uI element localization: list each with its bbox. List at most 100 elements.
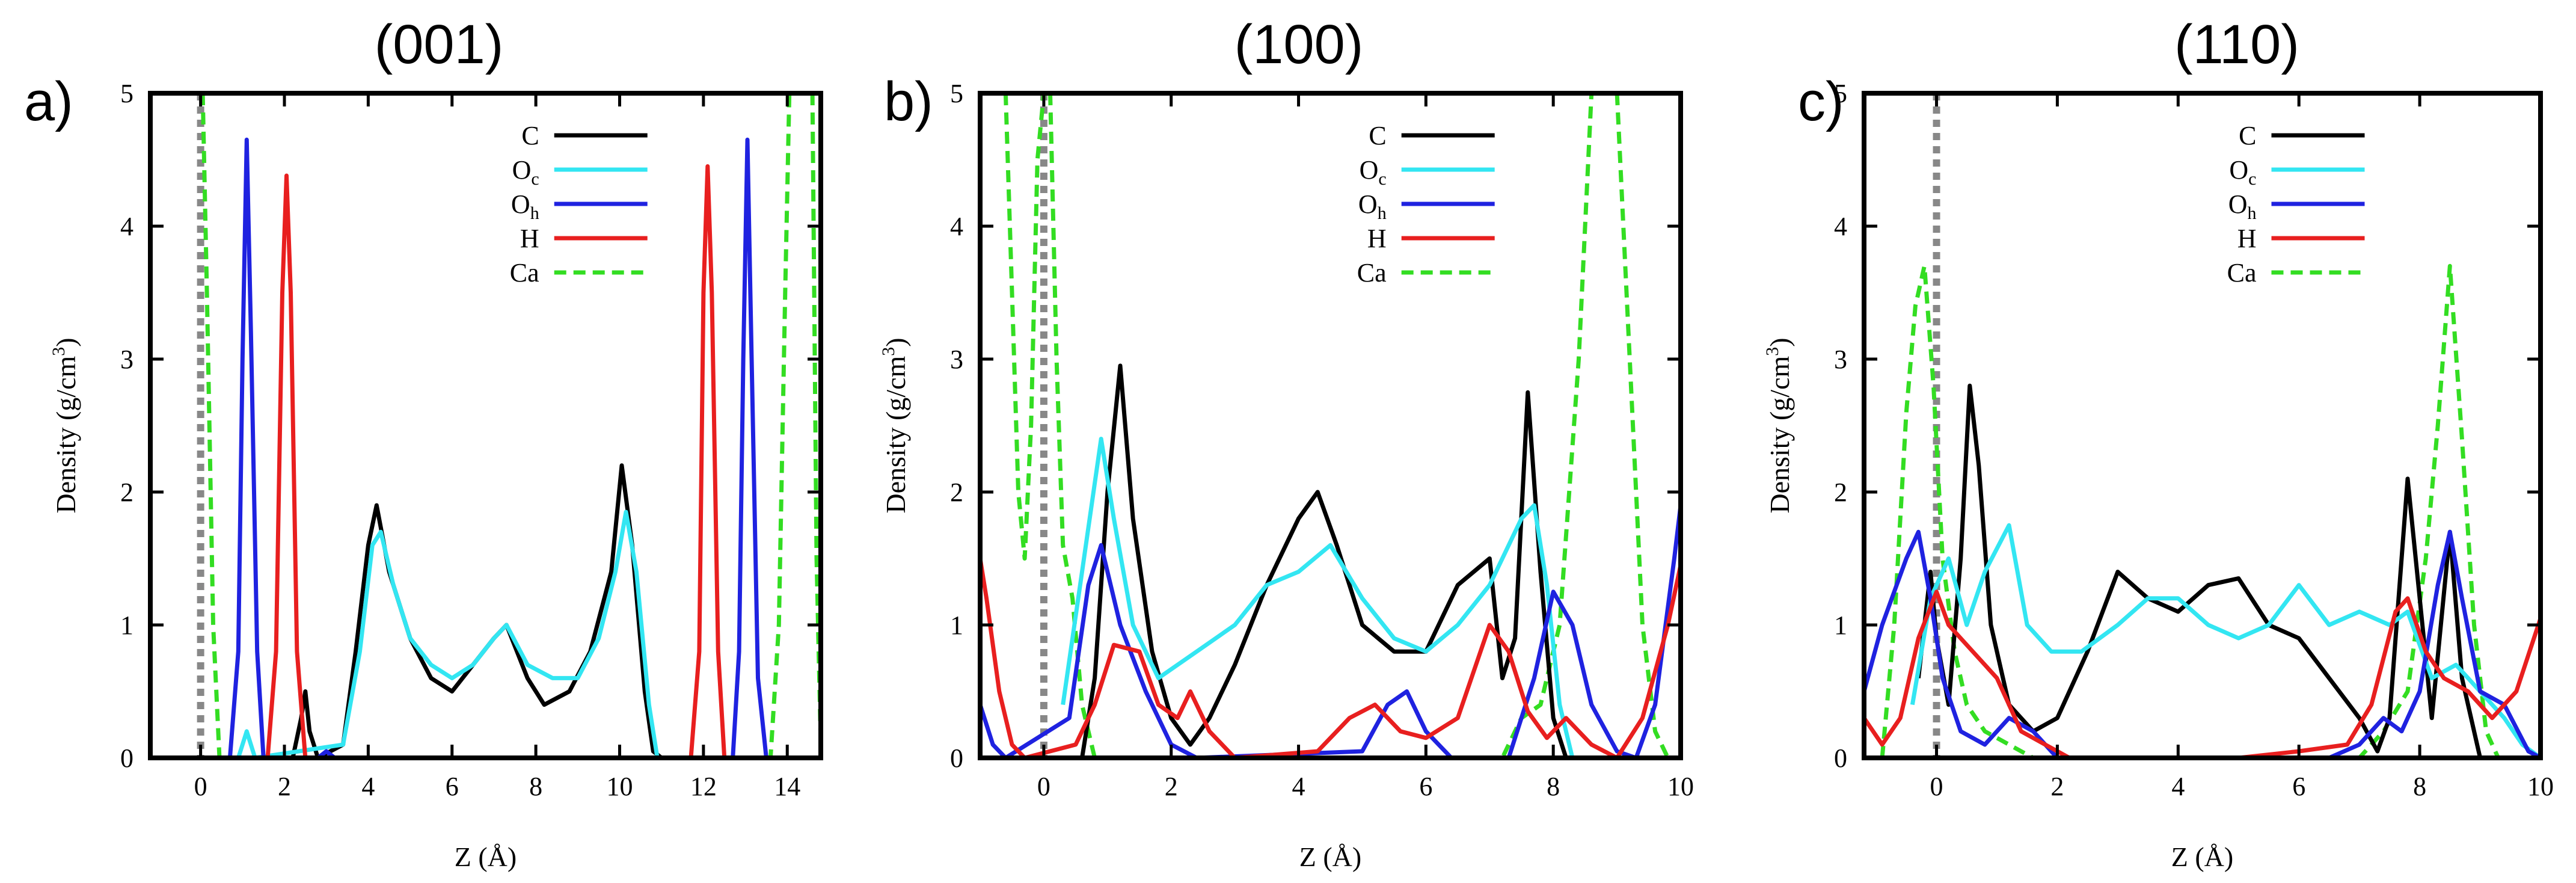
x-tick-label: 6 xyxy=(446,772,459,801)
y-tick-label: 2 xyxy=(120,478,133,507)
legend-label: Oc xyxy=(2229,155,2256,189)
legend-name: Ca xyxy=(2227,258,2257,288)
x-tick-label: 8 xyxy=(529,772,542,801)
y-tick-label: 4 xyxy=(1834,212,1847,241)
series-line-oh xyxy=(227,137,768,758)
legend-name: O xyxy=(1360,155,1379,185)
y-tick-label: 4 xyxy=(120,212,133,241)
legend-label: Ca xyxy=(510,258,539,288)
x-tick-label: 4 xyxy=(361,772,375,801)
legend-label: H xyxy=(520,224,539,253)
y-axis-label-close: ) xyxy=(1764,337,1795,346)
panel-letter: c) xyxy=(1798,71,1844,132)
x-tick-label: 10 xyxy=(2527,772,2554,801)
legend-label: C xyxy=(1369,121,1386,150)
legend-label: Oh xyxy=(511,189,539,223)
x-tick-label: 8 xyxy=(1547,772,1560,801)
x-tick-label: 0 xyxy=(194,772,207,801)
x-tick-label: 6 xyxy=(1419,772,1432,801)
legend-label: Oh xyxy=(2228,189,2257,223)
legend-label: Ca xyxy=(2227,258,2257,288)
y-tick-label: 5 xyxy=(1834,79,1847,108)
y-axis-label-close: ) xyxy=(51,337,81,346)
x-tick-label: 4 xyxy=(1292,772,1305,801)
x-axis-label: Z (Å) xyxy=(455,841,517,872)
series-line-h xyxy=(1864,589,2541,758)
series-line-h xyxy=(265,164,727,758)
x-tick-label: 2 xyxy=(2050,772,2064,801)
legend-label: H xyxy=(1367,224,1387,253)
y-tick-label: 2 xyxy=(1834,478,1847,507)
y-axis-label-sup: 3 xyxy=(49,347,69,356)
legend-name: C xyxy=(521,121,539,150)
series-line-oc xyxy=(1910,523,2541,758)
x-tick-label: 8 xyxy=(2413,772,2426,801)
panel-letter: a) xyxy=(24,71,73,132)
y-axis-label-main: Density (g/cm xyxy=(880,356,911,514)
legend-subscript: c xyxy=(2248,169,2256,189)
series-line-oh xyxy=(980,505,1681,758)
x-axis-label: Z (Å) xyxy=(2171,841,2233,872)
series-line-ca xyxy=(200,93,792,758)
series-line-oc xyxy=(1061,437,1575,758)
y-axis-label-sup: 3 xyxy=(1762,347,1782,356)
series-line-ca xyxy=(1003,93,1046,561)
plot-frame xyxy=(1862,91,2543,760)
x-tick-label: 2 xyxy=(278,772,291,801)
y-tick-label: 5 xyxy=(950,79,963,108)
y-tick-label: 3 xyxy=(1834,345,1847,374)
legend-subscript: h xyxy=(530,203,539,223)
y-axis-label: Density (g/cm3) xyxy=(1762,337,1795,513)
series-line-h xyxy=(980,558,1681,758)
legend-label: C xyxy=(2239,121,2256,150)
x-tick-label: 6 xyxy=(2292,772,2305,801)
y-axis-label: Density (g/cm3) xyxy=(49,337,81,513)
legend-name: O xyxy=(2229,155,2248,185)
x-tick-label: 2 xyxy=(1165,772,1178,801)
x-tick-label: 0 xyxy=(1037,772,1050,801)
y-tick-label: 0 xyxy=(120,743,133,773)
series-line-ca xyxy=(1880,263,2500,758)
legend-name: O xyxy=(1358,189,1378,219)
y-axis-label-main: Density (g/cm xyxy=(1764,356,1795,514)
legend-name: Ca xyxy=(510,258,539,288)
legend-subscript: h xyxy=(1378,203,1387,223)
y-axis-label-main: Density (g/cm xyxy=(51,356,81,514)
y-tick-label: 3 xyxy=(120,345,133,374)
series-line-oc xyxy=(236,509,660,758)
x-axis-label: Z (Å) xyxy=(1299,841,1361,872)
legend-name: H xyxy=(520,224,539,253)
y-tick-label: 1 xyxy=(950,611,963,640)
legend-name: O xyxy=(2228,189,2248,219)
x-tick-label: 0 xyxy=(1930,772,1943,801)
legend-label: Ca xyxy=(1357,258,1387,288)
legend-subscript: c xyxy=(531,169,539,189)
y-axis-label: Density (g/cm3) xyxy=(879,337,911,513)
legend-name: C xyxy=(2239,121,2256,150)
x-tick-label: 4 xyxy=(2171,772,2185,801)
y-tick-label: 4 xyxy=(950,212,963,241)
series-line-c xyxy=(1080,363,1568,758)
y-tick-label: 2 xyxy=(950,478,963,507)
legend-subscript: h xyxy=(2248,203,2257,223)
plot-area xyxy=(1864,93,2541,758)
legend-label: H xyxy=(2237,224,2257,253)
panel-letter: b) xyxy=(884,71,933,132)
x-tick-label: 10 xyxy=(607,772,633,801)
y-tick-label: 5 xyxy=(120,79,133,108)
y-axis-label-close: ) xyxy=(880,337,911,346)
legend-name: H xyxy=(1367,224,1387,253)
x-tick-label: 14 xyxy=(774,772,800,801)
legend-name: C xyxy=(1369,121,1386,150)
y-axis-label-sup: 3 xyxy=(879,347,898,356)
x-tick-label: 12 xyxy=(690,772,717,801)
y-tick-label: 3 xyxy=(950,345,963,374)
panel-title: (100) xyxy=(1234,14,1364,75)
panel-title: (110) xyxy=(2174,14,2299,75)
plot-frame xyxy=(148,91,823,760)
series-line-c xyxy=(1916,383,2483,758)
y-tick-label: 1 xyxy=(120,611,133,640)
